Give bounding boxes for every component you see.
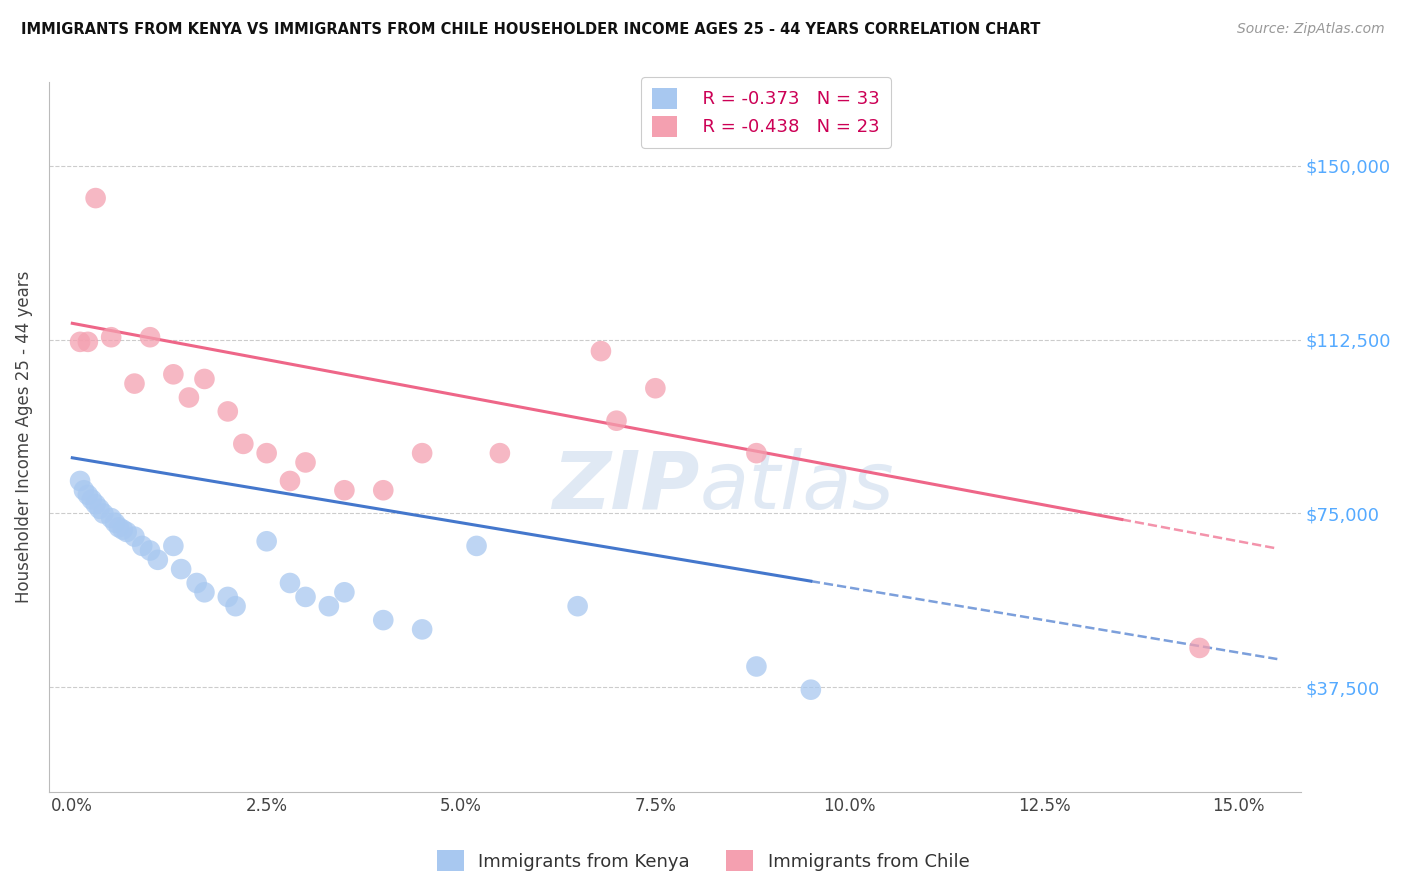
Point [69,334,91,349]
Point [225,599,247,614]
Point [256,446,278,460]
Point [76,488,98,502]
Point [373,613,395,627]
Point [84,497,107,511]
Point [124,376,146,391]
Point [162,539,184,553]
Point [76,334,98,349]
Point [186,576,208,591]
Point [170,562,193,576]
Point [278,474,301,488]
Point [89,501,111,516]
Point [115,524,138,539]
Point [73,483,96,498]
Legend: Immigrants from Kenya, Immigrants from Chile: Immigrants from Kenya, Immigrants from C… [429,843,977,879]
Point [139,543,162,558]
Point [411,446,433,460]
Point [162,368,184,382]
Point [104,516,127,530]
Point [124,530,146,544]
Point [146,553,169,567]
Point [193,372,215,386]
Point [69,474,91,488]
Point [84,191,107,205]
Point [177,391,200,405]
Point [465,539,488,553]
Point [605,414,627,428]
Point [111,523,134,537]
Point [333,585,356,599]
Text: atlas: atlas [700,448,894,525]
Y-axis label: Householder Income Ages 25 - 44 years: Householder Income Ages 25 - 44 years [15,271,32,603]
Point [294,590,316,604]
Point [93,507,115,521]
Point [131,539,153,553]
Point [318,599,340,614]
Point [256,534,278,549]
Point [193,585,215,599]
Point [294,455,316,469]
Point [800,682,823,697]
Point [80,492,103,507]
Point [108,520,131,534]
Point [278,576,301,591]
Text: IMMIGRANTS FROM KENYA VS IMMIGRANTS FROM CHILE HOUSEHOLDER INCOME AGES 25 - 44 Y: IMMIGRANTS FROM KENYA VS IMMIGRANTS FROM… [21,22,1040,37]
Point [100,330,122,344]
Point [100,511,122,525]
Point [333,483,356,498]
Point [217,590,239,604]
Point [644,381,666,395]
Point [745,446,768,460]
Text: Source: ZipAtlas.com: Source: ZipAtlas.com [1237,22,1385,37]
Point [489,446,512,460]
Point [232,437,254,451]
Point [139,330,162,344]
Text: ZIP: ZIP [553,448,700,525]
Point [745,659,768,673]
Point [373,483,395,498]
Point [411,623,433,637]
Point [1188,640,1211,655]
Point [217,404,239,418]
Point [589,344,612,359]
Legend:   R = -0.373   N = 33,   R = -0.438   N = 23: R = -0.373 N = 33, R = -0.438 N = 23 [641,77,891,147]
Point [567,599,589,614]
